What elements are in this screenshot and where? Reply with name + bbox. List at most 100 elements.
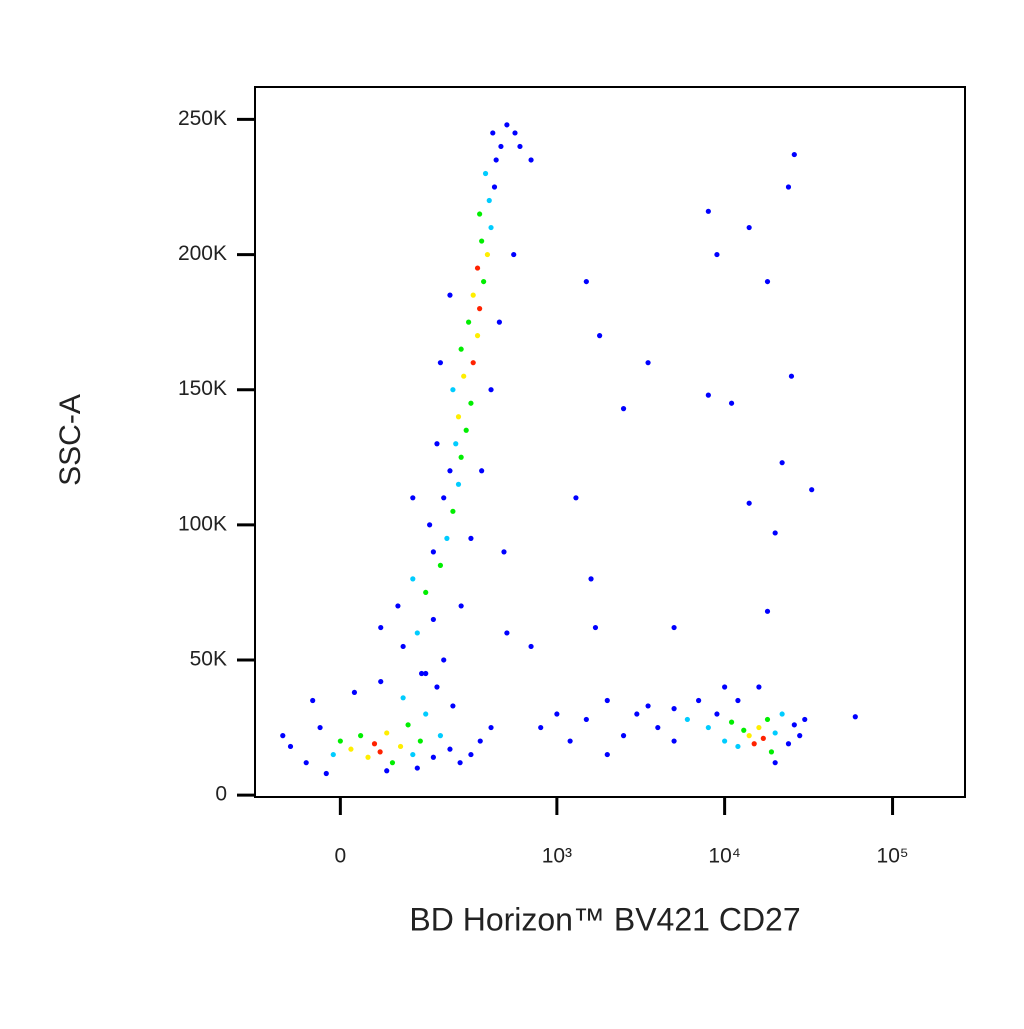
event-dot	[756, 724, 762, 731]
event-dot	[746, 224, 752, 231]
event-dot	[351, 689, 358, 696]
event-dot	[504, 630, 510, 636]
event-dot	[785, 184, 792, 190]
event-dot	[468, 400, 474, 406]
event-dot	[728, 719, 735, 725]
event-dot	[430, 616, 436, 623]
event-dot	[450, 703, 456, 709]
event-dot	[538, 724, 544, 731]
y-tick-label: 100K	[178, 512, 227, 535]
event-dot	[583, 278, 589, 285]
event-dot	[450, 508, 456, 514]
event-dot	[490, 130, 496, 136]
event-dot	[764, 278, 771, 285]
plot-area	[280, 122, 858, 777]
event-dot	[450, 387, 456, 393]
event-dot	[484, 251, 491, 258]
event-dot	[458, 346, 464, 352]
event-dot	[671, 738, 677, 744]
event-dot	[384, 768, 390, 774]
event-dot	[528, 643, 534, 650]
event-dot	[323, 770, 329, 777]
x-tick-label: 10⁴	[708, 845, 740, 868]
event-dot	[377, 749, 383, 755]
event-dot	[378, 624, 384, 631]
event-dot	[592, 624, 599, 631]
event-dot	[634, 711, 640, 717]
event-dot	[779, 711, 785, 717]
event-dot	[496, 319, 502, 325]
event-dot	[588, 576, 594, 582]
event-dot	[395, 603, 401, 609]
event-dot	[528, 157, 534, 163]
event-dot	[512, 130, 518, 136]
event-dot	[423, 670, 429, 677]
event-dot	[482, 170, 489, 177]
event-dot	[764, 608, 771, 614]
event-dot	[280, 733, 286, 739]
event-dot	[458, 454, 464, 460]
y-tick-label: 200K	[178, 242, 227, 265]
event-dot	[645, 703, 651, 709]
event-dot	[772, 530, 778, 536]
event-dot	[378, 678, 384, 685]
event-dot	[474, 265, 481, 271]
event-dot	[705, 208, 711, 214]
event-dot	[488, 387, 494, 393]
event-dot	[453, 441, 459, 447]
event-dot	[705, 392, 711, 398]
event-dot	[655, 724, 661, 731]
event-dot	[477, 306, 483, 312]
event-dot	[785, 741, 792, 747]
event-dot	[684, 716, 690, 723]
event-dot	[671, 624, 677, 631]
event-dot	[365, 754, 371, 760]
event-dot	[470, 292, 476, 298]
event-dot	[479, 238, 485, 244]
y-tick-label: 150K	[178, 377, 227, 400]
event-dot	[735, 743, 741, 750]
event-dot	[287, 743, 294, 750]
event-dot	[389, 760, 396, 766]
event-dot	[317, 724, 323, 731]
event-dot	[604, 751, 610, 758]
event-dot	[852, 714, 858, 720]
event-dot	[477, 738, 483, 744]
event-dot	[791, 151, 797, 158]
event-dot	[310, 697, 316, 704]
event-dot	[772, 760, 778, 766]
event-dot	[455, 481, 462, 487]
event-dot	[430, 754, 436, 760]
event-dot	[671, 706, 677, 712]
event-dot	[423, 711, 429, 717]
event-dot	[419, 670, 425, 677]
event-dot	[371, 741, 378, 747]
event-dot	[735, 697, 741, 704]
event-dot	[764, 716, 771, 723]
event-dot	[802, 716, 808, 723]
event-dot	[330, 751, 336, 758]
event-dot	[722, 684, 728, 690]
event-dot	[696, 697, 702, 704]
event-dot	[554, 711, 560, 717]
event-dot	[466, 319, 472, 325]
event-dot	[400, 643, 406, 650]
event-dot	[498, 143, 504, 150]
event-dot	[437, 562, 444, 568]
y-axis-label: SSC-A	[54, 394, 87, 486]
x-axis-label: BD Horizon™ BV421 CD27	[409, 901, 800, 937]
event-dot	[583, 716, 589, 723]
event-dot	[620, 406, 627, 412]
event-dot	[437, 733, 444, 739]
event-dot	[434, 684, 440, 690]
event-dot	[423, 589, 429, 596]
event-dot	[501, 549, 507, 555]
event-dot	[760, 735, 766, 741]
event-dot	[573, 495, 579, 501]
event-dot	[504, 122, 510, 128]
event-dot	[604, 697, 610, 704]
event-dot	[414, 765, 420, 771]
event-dot	[447, 746, 453, 752]
y-tick-label: 250K	[178, 107, 227, 130]
event-dot	[410, 751, 416, 758]
